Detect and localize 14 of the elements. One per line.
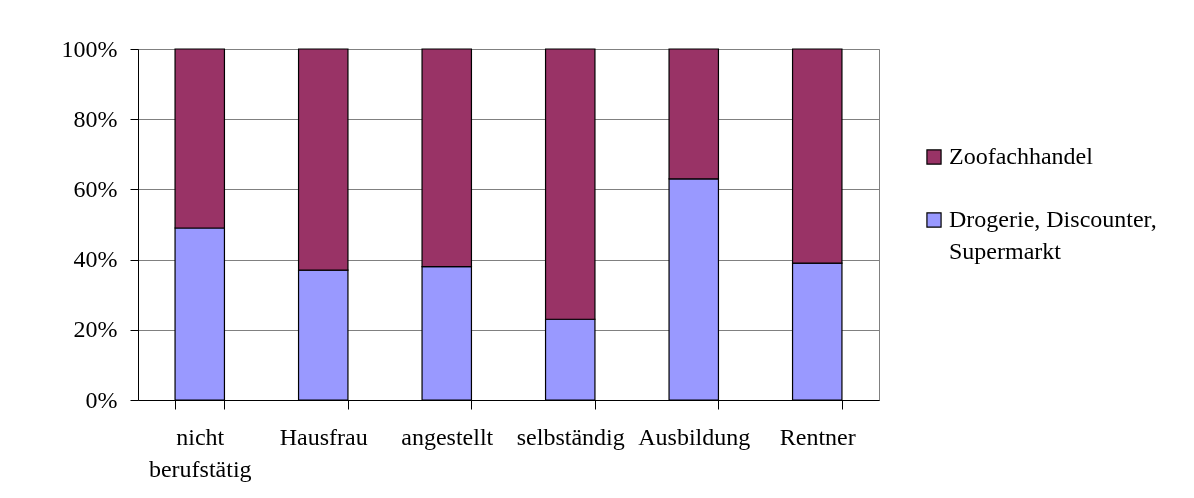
x-tick-label: selbständig [516,423,625,450]
y-tick-label: 20% [73,316,118,343]
y-tick-label: 100% [61,35,118,62]
y-tick-label: 0% [85,386,118,413]
x-tick-label: nicht berufstätig [148,423,252,482]
y-tick-label: 60% [73,175,118,202]
x-tick-label: Ausbildung [638,423,751,450]
x-tick-label: angestellt [401,423,494,450]
legend-label: Zoofachhandel [949,143,1094,169]
y-tick-label: 40% [73,246,118,273]
legend-label: Drogerie, Discounter, Supermarkt [949,206,1157,264]
y-tick-label: 80% [73,105,118,132]
x-tick-label: Hausfrau [279,423,368,450]
x-tick-label: Rentner [779,423,856,450]
